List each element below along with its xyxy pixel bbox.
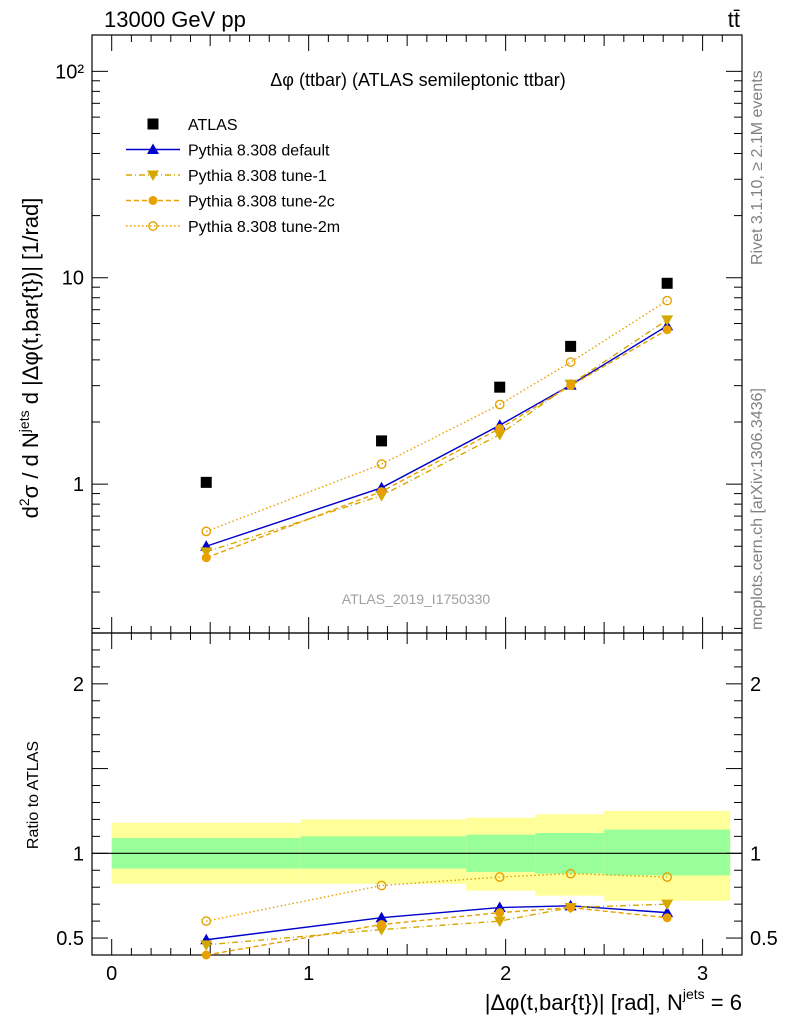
legend-label-pythia-8-308-tune-2c: Pythia 8.308 tune-2c — [188, 194, 335, 211]
x-axis-label-value: = 6 — [705, 990, 742, 1015]
legend-label-pythia-8-308-tune-2m: Pythia 8.308 tune-2m — [188, 219, 340, 236]
ratio-y-tick-label-2: 2 — [73, 674, 84, 696]
ratio-point-pythia-8-308-tune-2c-1 — [377, 919, 387, 929]
ratio-y-tick-label-right-2: 2 — [750, 674, 761, 696]
main-point-pythia-8-308-tune-1-2 — [493, 429, 506, 441]
main-point-pythia-8-308-tune-2c-2 — [495, 424, 505, 434]
ratio-point-pythia-8-308-tune-2m-2 — [494, 872, 505, 882]
main-plot-title: Δφ (ttbar) (ATLAS semileptonic ttbar) — [270, 70, 565, 90]
ratio-bands — [92, 810, 742, 901]
process-label: tt̄ — [728, 7, 740, 32]
main-point-pythia-8-308-tune-2c-0 — [201, 553, 211, 563]
main-y-axis-label-d2: d — [18, 506, 43, 518]
ratio-point-pythia-8-308-tune-2m-0 — [201, 916, 212, 927]
ratio-point-pythia-8-308-tune-2c-3 — [566, 903, 576, 913]
main-series-atlas — [200, 277, 673, 488]
main-point-pythia-8-308-tune-1-4 — [661, 315, 674, 326]
ratio-series-layer — [200, 868, 674, 960]
x-axis-label: |Δφ(t,bar{t})| [rad], Njets = 6 — [485, 986, 742, 1015]
main-point-atlas-0 — [200, 476, 212, 488]
main-point-atlas-2 — [494, 381, 506, 393]
ratio-point-pythia-8-308-tune-1-4 — [661, 899, 674, 911]
main-y-axis-label: d2σ / d Njets d |Δφ(t,bar{t})| [1/rad] — [16, 198, 43, 519]
ratio-point-pythia-8-308-tune-2c-2 — [495, 908, 505, 918]
main-line-pythia-8-308-default — [206, 325, 668, 547]
main-point-pythia-8-308-tune-2m-0 — [201, 526, 212, 537]
main-series-pythia-8-308-tune-2m — [201, 295, 673, 537]
ratio-inner-band-1 — [300, 836, 467, 869]
main-line-pythia-8-308-tune-2m — [205, 299, 668, 533]
ratio-series-pythia-8-308-default — [200, 899, 674, 945]
x-axis-label-jets: jets — [682, 986, 705, 1002]
ratio-y-tick-label-right-0: 0.5 — [750, 928, 778, 950]
main-point-pythia-8-308-tune-1-0 — [200, 547, 213, 558]
legend-marker-pythia-8-308-tune-1 — [147, 170, 159, 181]
ratio-line-pythia-8-308-tune-2m — [206, 872, 668, 922]
main-series-pythia-8-308-default — [200, 319, 674, 551]
ratio-y-tick-label-1: 1 — [73, 843, 84, 865]
rivet-version-note: Rivet 3.1.10, ≥ 2.1M events — [749, 70, 766, 265]
x-tick-label-0: 0 — [106, 963, 117, 985]
ratio-series-pythia-8-308-tune-2m — [201, 868, 673, 927]
main-y-axis-label-jets: jets — [16, 410, 32, 433]
ratio-point-pythia-8-308-tune-2c-0 — [201, 950, 211, 960]
ratio-y-tick-label-right-1: 1 — [750, 843, 761, 865]
ratio-point-pythia-8-308-tune-1-0 — [200, 940, 213, 951]
ratio-point-pythia-8-308-default-1 — [375, 911, 388, 923]
ratio-inner-band-4 — [604, 829, 731, 876]
main-y-axis-label-sigma: σ / d N — [18, 432, 43, 498]
ratio-line-pythia-8-308-tune-1 — [206, 903, 668, 946]
legend-marker-pythia-8-308-default — [147, 143, 159, 154]
ratio-point-pythia-8-308-tune-1-2 — [493, 916, 506, 928]
ratio-series-pythia-8-308-tune-2c — [201, 903, 672, 960]
main-panel: 1 10 10² Δφ (ttbar) (ATLAS semileptonic tt… — [16, 34, 743, 634]
main-point-atlas-4 — [661, 277, 673, 289]
legend-marker-pythia-8-308-tune-2m — [148, 221, 158, 231]
legend-marker-pythia-8-308-tune-2c — [148, 196, 158, 205]
main-point-atlas-1 — [376, 435, 388, 447]
main-point-pythia-8-308-tune-2m-1 — [376, 459, 387, 470]
ratio-point-pythia-8-308-tune-2m-3 — [565, 868, 576, 879]
ratio-frame: 0.5 0.5 1 1 2 2 0 1 2 3 — [56, 632, 778, 985]
main-y-axis-label-sup2: 2 — [16, 498, 32, 506]
main-y-tick-label-2: 10² — [55, 61, 84, 83]
main-y-tick-label-1: 10 — [62, 268, 84, 290]
ratio-plot-border — [91, 632, 743, 956]
main-point-pythia-8-308-tune-2c-3 — [566, 381, 576, 391]
main-point-pythia-8-308-tune-2c-1 — [377, 487, 387, 497]
ratio-point-pythia-8-308-tune-2c-4 — [662, 913, 672, 923]
ratio-point-pythia-8-308-tune-2m-1 — [376, 880, 387, 891]
main-series-layer — [200, 277, 674, 563]
main-point-pythia-8-308-tune-2m-3 — [565, 357, 576, 368]
main-y-tick-label-0: 1 — [73, 474, 84, 496]
x-tick-label-2: 2 — [500, 963, 511, 985]
main-series-pythia-8-308-tune-2c — [201, 325, 672, 563]
legend-marker-atlas — [147, 118, 159, 130]
x-tick-label-3: 3 — [697, 963, 708, 985]
legend-label-pythia-8-308-default: Pythia 8.308 default — [188, 143, 330, 160]
main-point-pythia-8-308-tune-2c-4 — [662, 325, 672, 335]
main-point-pythia-8-308-tune-2m-2 — [494, 399, 505, 410]
x-tick-label-1: 1 — [303, 963, 314, 985]
ratio-y-axis-label: Ratio to ATLAS — [25, 741, 42, 849]
legend-label-atlas: ATLAS — [188, 117, 238, 134]
legend: ATLAS Pythia 8.308 default Pythia 8.308 tu… — [126, 117, 340, 236]
source-note: mcplots.cern.ch [arXiv:1306.3436] — [749, 388, 766, 630]
ratio-panel: 0.5 0.5 1 1 2 2 0 1 2 3 Ratio to ATLAS |Δφ(t,bar{… — [25, 632, 778, 1015]
ratio-point-pythia-8-308-tune-2m-4 — [662, 872, 673, 882]
ratio-y-tick-label-0: 0.5 — [56, 928, 84, 950]
main-y-axis-label-rest: d |Δφ(t,bar{t})| [1/rad] — [18, 198, 43, 411]
main-line-pythia-8-308-tune-1 — [206, 319, 668, 553]
x-axis-label-main: |Δφ(t,bar{t})| [rad], N — [485, 990, 683, 1015]
legend-label-pythia-8-308-tune-1: Pythia 8.308 tune-1 — [188, 168, 327, 185]
main-point-atlas-3 — [565, 340, 577, 352]
analysis-id-label: ATLAS_2019_I1750330 — [342, 591, 491, 607]
energy-label: 13000 GeV pp — [104, 7, 246, 32]
main-point-pythia-8-308-tune-2m-4 — [662, 295, 673, 306]
